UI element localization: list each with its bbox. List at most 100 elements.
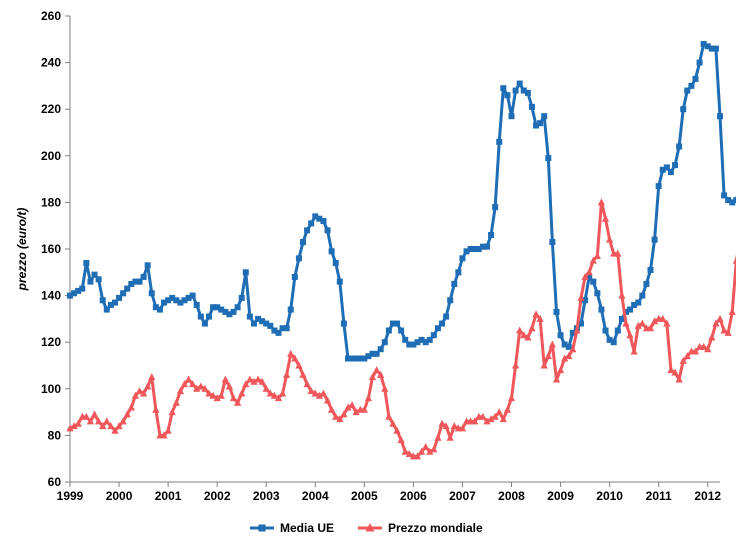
x-tick-label: 2011 — [646, 489, 672, 503]
data-point — [552, 375, 561, 383]
series-media-ue — [67, 40, 736, 362]
data-point — [95, 276, 102, 283]
data-point — [696, 59, 703, 66]
data-point — [316, 215, 323, 222]
data-point — [336, 278, 343, 285]
data-point — [115, 422, 123, 430]
data-point — [585, 268, 593, 276]
data-point — [716, 314, 724, 322]
data-point — [161, 299, 168, 306]
data-point — [467, 246, 474, 252]
x-tick-label: 2003 — [253, 489, 280, 503]
data-point — [136, 278, 143, 285]
data-point — [111, 299, 118, 306]
data-point — [507, 394, 516, 402]
data-point — [406, 341, 413, 348]
data-point — [205, 389, 213, 397]
data-point — [557, 332, 564, 339]
data-point — [103, 306, 110, 313]
data-point — [262, 384, 270, 392]
data-point — [618, 291, 626, 299]
data-point — [434, 325, 441, 332]
data-point — [426, 447, 434, 455]
data-point — [275, 329, 282, 336]
data-point — [193, 384, 201, 392]
data-point — [139, 389, 148, 397]
data-point — [271, 327, 278, 334]
data-point — [626, 331, 634, 339]
data-point — [659, 166, 666, 173]
data-point — [120, 290, 127, 297]
data-point — [394, 320, 401, 327]
data-point — [655, 183, 662, 190]
data-point — [487, 415, 495, 423]
data-point — [99, 422, 107, 430]
data-point — [700, 342, 708, 350]
data-point — [234, 398, 242, 406]
data-point — [308, 220, 315, 227]
data-point — [491, 412, 499, 420]
data-point — [545, 155, 552, 162]
data-point — [512, 361, 520, 369]
y-tick-label: 140 — [41, 289, 61, 303]
data-point — [312, 213, 319, 220]
data-point — [451, 280, 458, 287]
data-point — [528, 324, 536, 332]
data-point — [128, 280, 135, 287]
data-point — [601, 214, 610, 222]
data-point — [169, 294, 176, 301]
data-point — [586, 273, 593, 280]
data-point — [675, 375, 683, 383]
y-tick-label: 120 — [41, 335, 61, 349]
data-point — [381, 339, 388, 346]
data-point — [446, 433, 454, 441]
data-point — [401, 447, 409, 455]
x-tick-label: 2006 — [400, 489, 427, 503]
data-point — [479, 243, 486, 250]
data-point — [569, 345, 577, 353]
y-tick-label: 180 — [41, 195, 61, 209]
data-point — [83, 259, 90, 266]
data-point — [152, 405, 160, 413]
data-point — [704, 43, 711, 50]
data-point — [720, 326, 728, 334]
data-point — [471, 246, 478, 252]
data-point — [680, 106, 687, 113]
data-point — [221, 375, 229, 383]
data-point — [140, 273, 147, 280]
data-point — [287, 306, 294, 313]
data-point — [226, 311, 233, 318]
data-point — [246, 375, 254, 383]
data-point — [524, 333, 532, 341]
data-point — [336, 415, 344, 423]
data-point — [553, 308, 560, 315]
data-point — [622, 308, 629, 315]
x-tick-label: 2010 — [596, 489, 623, 503]
data-point — [300, 239, 307, 246]
data-point — [639, 292, 646, 299]
data-point — [631, 301, 638, 308]
data-point — [197, 313, 204, 320]
data-point — [614, 327, 621, 334]
data-point — [540, 361, 548, 369]
data-point — [700, 40, 707, 47]
data-point — [569, 329, 576, 336]
data-point — [389, 419, 397, 427]
data-point — [606, 235, 614, 243]
data-point — [691, 347, 700, 355]
data-point — [598, 306, 605, 313]
data-point — [250, 377, 258, 385]
data-point — [582, 297, 589, 304]
data-point — [315, 391, 323, 399]
data-point — [307, 387, 315, 395]
data-point — [635, 299, 642, 306]
data-point — [597, 198, 606, 206]
data-point — [225, 382, 234, 390]
x-tick-label: 2007 — [449, 489, 476, 503]
data-point — [578, 320, 584, 327]
data-point — [311, 389, 319, 397]
data-point — [410, 341, 417, 348]
x-tick-label: 2002 — [204, 489, 231, 503]
data-point — [516, 80, 523, 87]
data-point — [287, 349, 295, 357]
